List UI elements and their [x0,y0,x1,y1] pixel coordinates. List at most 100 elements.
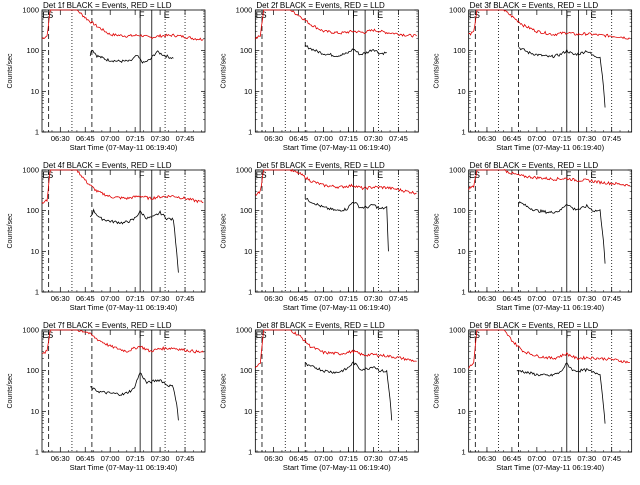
y-tick-label: 1000 [236,6,253,15]
marker-letter: F [352,10,358,20]
marker-letter: F [139,170,145,180]
y-tick-label: 1 [461,448,465,457]
panel-det-3f: Det 3f BLACK = Events, RED = LLD 1 10 100 10… [434,1,633,152]
panel-title: Det 9f BLACK = Events, RED = LLD [470,321,599,330]
marker-letter: E [469,10,475,20]
x-tick-label: 07:15 [126,294,145,303]
y-axis-label: Counts/sec [220,53,227,89]
x-tick-label: 06:45 [76,294,95,303]
series-events-line [89,49,174,64]
marker-letter: S [474,10,480,20]
x-tick-label: 06:30 [478,294,497,303]
plot-frame [468,169,633,293]
x-axis-label: Start Time (07-May-11 06:19:40) [283,143,391,152]
marker-letter: E [377,170,383,180]
x-tick-label: 07:30 [151,454,170,463]
panel-title: Det 5f BLACK = Events, RED = LLD [256,161,385,170]
plot-frame [254,9,419,133]
x-tick-label: 07:00 [314,294,333,303]
marker-letter: E [256,170,262,180]
marker-letter: E [469,330,475,340]
marker-letter: E [164,330,170,340]
y-axis-label: Counts/sec [220,373,227,409]
x-tick-label: 06:30 [264,294,283,303]
y-tick-label: 100 [453,206,466,215]
panel-det-1f: Det 1f BLACK = Events, RED = LLD 1 10 100 10… [7,1,206,152]
y-tick-label: 1000 [449,326,466,335]
plot-frame [254,329,419,453]
x-tick-label: 07:15 [339,454,358,463]
y-tick-label: 1000 [22,6,39,15]
y-axis-label: Counts/sec [220,213,227,249]
y-tick-label: 100 [26,46,39,55]
x-tick-label: 06:45 [503,454,522,463]
marker-letter: F [139,330,145,340]
marker-letter: S [261,170,267,180]
x-tick-label: 07:45 [176,454,195,463]
x-tick-label: 07:45 [389,454,408,463]
x-tick-label: 07:30 [151,294,170,303]
series-lld-line [254,329,417,369]
x-tick-label: 07:45 [176,294,195,303]
marker-letter: E [377,10,383,20]
panel-det-4f: Det 4f BLACK = Events, RED = LLD 1 10 100 10… [7,161,206,312]
marker-letter: E [42,170,48,180]
marker-letter: F [139,10,145,20]
series-events-line [89,208,179,273]
x-axis-label: Start Time (07-May-11 06:19:40) [70,143,178,152]
panel-det-7f: Det 7f BLACK = Events, RED = LLD 1 10 100 10… [7,321,206,472]
series-lld-line [41,329,204,355]
x-tick-label: 07:15 [339,294,358,303]
y-tick-label: 10 [31,247,39,256]
x-tick-label: 07:00 [527,454,546,463]
y-axis-label: Counts/sec [7,213,14,249]
panel-title: Det 6f BLACK = Events, RED = LLD [470,161,599,170]
y-tick-label: 1 [248,288,252,297]
panel-title: Det 2f BLACK = Events, RED = LLD [256,1,385,10]
plot-frame [254,169,419,293]
x-tick-label: 07:45 [389,134,408,143]
y-axis-label: Counts/sec [434,373,441,409]
plot-frame [468,329,633,453]
x-tick-label: 07:15 [339,134,358,143]
series-events-line [516,362,606,424]
marker-letter: E [256,10,262,20]
y-tick-label: 1 [35,288,39,297]
marker-letter: F [566,170,572,180]
y-tick-label: 1000 [22,326,39,335]
x-tick-label: 07:30 [577,294,596,303]
plot-frame [468,9,633,133]
x-tick-label: 07:00 [101,294,120,303]
y-tick-label: 100 [453,366,466,375]
y-tick-label: 100 [26,366,39,375]
y-tick-label: 10 [244,407,252,416]
x-tick-label: 07:15 [552,454,571,463]
x-tick-label: 06:30 [51,134,70,143]
y-tick-label: 100 [240,46,253,55]
y-tick-label: 1 [248,448,252,457]
series-lld-line [468,169,631,190]
series-lld-line [255,168,417,196]
series-lld-line [468,329,630,369]
marker-letter: E [42,330,48,340]
y-axis-label: Counts/sec [434,53,441,89]
y-tick-label: 1000 [449,166,466,175]
panel-title: Det 8f BLACK = Events, RED = LLD [256,321,385,330]
x-tick-label: 06:30 [51,294,70,303]
series-lld-line [468,9,631,40]
marker-letter: E [590,170,596,180]
x-tick-label: 06:45 [289,294,308,303]
y-tick-label: 100 [453,46,466,55]
marker-letter: E [164,10,170,20]
marker-letter: E [164,170,170,180]
panel-det-5f: Det 5f BLACK = Events, RED = LLD 1 10 100 10… [220,161,419,312]
marker-letter: E [469,170,475,180]
x-tick-label: 07:30 [151,134,170,143]
series-lld-line [254,9,417,40]
marker-letter: E [42,10,48,20]
panel-title: Det 4f BLACK = Events, RED = LLD [43,161,172,170]
y-tick-label: 100 [240,366,253,375]
y-tick-label: 1000 [449,6,466,15]
